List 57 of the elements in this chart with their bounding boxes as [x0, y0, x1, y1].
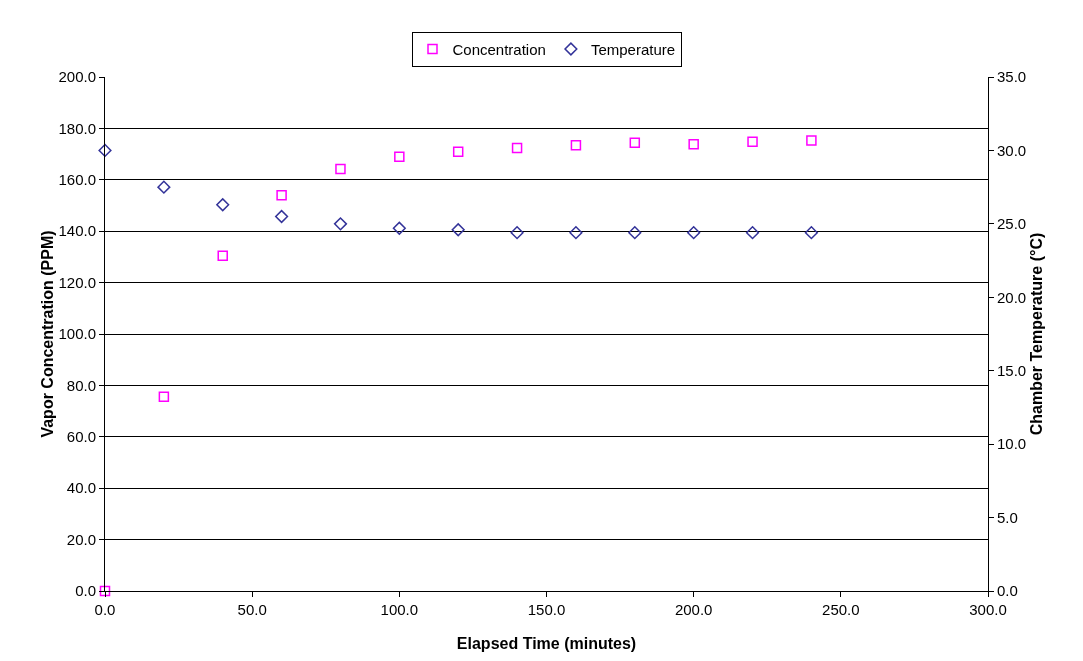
point — [628, 226, 642, 240]
y2-tick-label: 30.0 — [997, 141, 1027, 159]
point — [98, 143, 112, 158]
point — [157, 180, 171, 194]
point — [806, 135, 817, 146]
y2-tick-label: 0.0 — [997, 582, 1018, 600]
y-tick-label: 160.0 — [58, 171, 96, 189]
point — [687, 226, 701, 240]
point — [394, 151, 405, 162]
y-tick-label: 0.0 — [75, 582, 96, 600]
point — [745, 226, 760, 240]
point — [747, 136, 758, 148]
y2-tick-label: 25.0 — [997, 215, 1027, 233]
y-axis-title: Vapor Concentration (PPM) — [39, 230, 57, 438]
point — [804, 226, 818, 240]
x-tick-label: 250.0 — [822, 601, 860, 618]
x-tick-label: 200.0 — [674, 601, 713, 618]
point — [511, 142, 523, 154]
point — [629, 137, 641, 149]
point — [275, 209, 289, 224]
y2-tick-label: 35.0 — [997, 68, 1027, 86]
y-tick-label: 20.0 — [66, 530, 96, 548]
y2-tick-label: 20.0 — [997, 288, 1027, 306]
x-tick-label: 0.0 — [94, 601, 116, 618]
x-axis-title: Elapsed Time (minutes) — [456, 635, 637, 652]
x-tick-label: 300.0 — [969, 601, 1007, 618]
point — [216, 198, 230, 212]
y-tick-label: 60.0 — [66, 428, 96, 446]
y-tick-label: 80.0 — [66, 376, 96, 394]
y-tick-label: 140.0 — [58, 222, 96, 240]
y-tick-label: 120.0 — [58, 273, 96, 291]
legend-label: Temperature — [590, 40, 676, 58]
y2-axis-title: Chamber Temperature (°C) — [1028, 232, 1046, 436]
point — [569, 226, 583, 240]
y-tick-label: 100.0 — [58, 325, 96, 343]
y-tick-label: 40.0 — [66, 479, 96, 497]
y-tick-label: 200.0 — [58, 68, 96, 86]
point — [99, 585, 111, 597]
y2-tick-label: 5.0 — [997, 508, 1018, 526]
point — [217, 250, 228, 262]
y-tick-label: 180.0 — [58, 119, 96, 137]
x-tick-label: 150.0 — [527, 601, 566, 618]
point — [335, 163, 346, 175]
point — [392, 221, 406, 235]
point — [570, 140, 582, 151]
legend-label: Concentration — [452, 40, 546, 58]
x-tick-label: 100.0 — [380, 601, 419, 618]
point — [333, 217, 348, 231]
point — [276, 189, 287, 201]
point — [158, 391, 170, 402]
point — [451, 223, 465, 237]
y2-tick-label: 15.0 — [997, 361, 1027, 379]
point — [510, 226, 524, 240]
x-tick-label: 50.0 — [237, 601, 267, 618]
point — [688, 139, 699, 150]
y2-tick-label: 10.0 — [997, 435, 1027, 453]
point — [452, 146, 464, 158]
